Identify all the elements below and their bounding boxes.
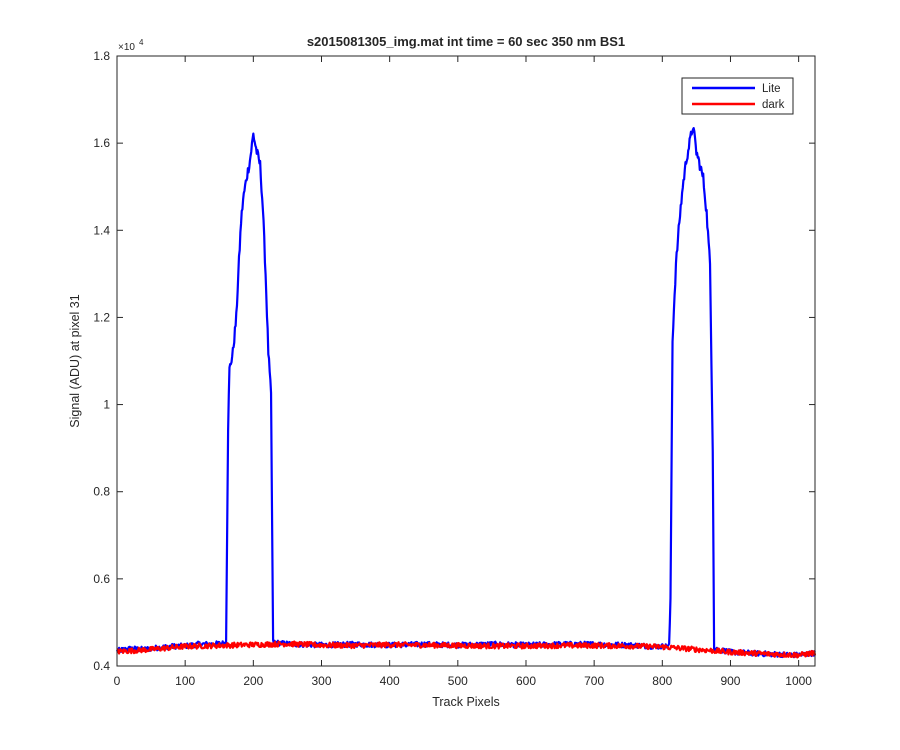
x-tick-label: 500 [448,674,468,688]
y-exponent-base: ×10 [118,42,135,53]
legend-label-lite: Lite [762,83,781,95]
ticks-layer: 0 100 200 300 400 500 600 700 800 900 1000 0.4 0.6 0.… [93,49,815,688]
series-layer [115,126,817,659]
legend: Lite dark [681,77,794,115]
x-tick-label: 400 [380,674,400,688]
y-tick-label: 1.8 [93,49,110,63]
y-exponent-power: 4 [139,38,144,47]
x-tick-label: 0 [114,674,121,688]
x-tick-label: 900 [720,674,740,688]
plot-frame [116,55,816,667]
y-exponent: ×10 4 [118,38,144,53]
y-tick-label: 0.4 [93,659,110,673]
y-tick-label: 1 [103,398,110,412]
x-tick-label: 300 [311,674,331,688]
x-tick-label: 600 [516,674,536,688]
legend-box [681,77,794,115]
legend-label-dark: dark [762,99,785,111]
y-tick-label: 1.6 [93,136,110,150]
x-tick-label: 700 [584,674,604,688]
y-axis-label: Signal (ADU) at pixel 31 [68,294,82,427]
chart-title: s2015081305_img.mat int time = 60 sec 35… [307,34,625,49]
x-axis-label: Track Pixels [432,695,500,709]
x-tick-label: 200 [243,674,263,688]
y-tick-label: 1.2 [93,310,110,324]
y-tick-label: 1.4 [93,223,110,237]
x-tick-label: 1000 [785,674,812,688]
x-tick-label: 100 [175,674,195,688]
x-tick-label: 800 [652,674,672,688]
y-tick-label: 0.6 [93,572,110,586]
y-tick-label: 0.8 [93,485,110,499]
series-line-dark [116,640,817,659]
